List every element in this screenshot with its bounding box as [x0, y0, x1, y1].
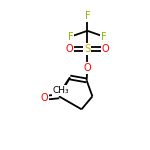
Text: CH₃: CH₃ [53, 86, 69, 95]
Text: O: O [40, 93, 48, 103]
Text: F: F [68, 32, 73, 42]
Text: F: F [85, 11, 90, 21]
Text: O: O [65, 44, 73, 54]
Text: O: O [84, 63, 91, 73]
Text: S: S [84, 44, 90, 54]
Text: F: F [101, 32, 107, 42]
Text: O: O [102, 44, 110, 54]
